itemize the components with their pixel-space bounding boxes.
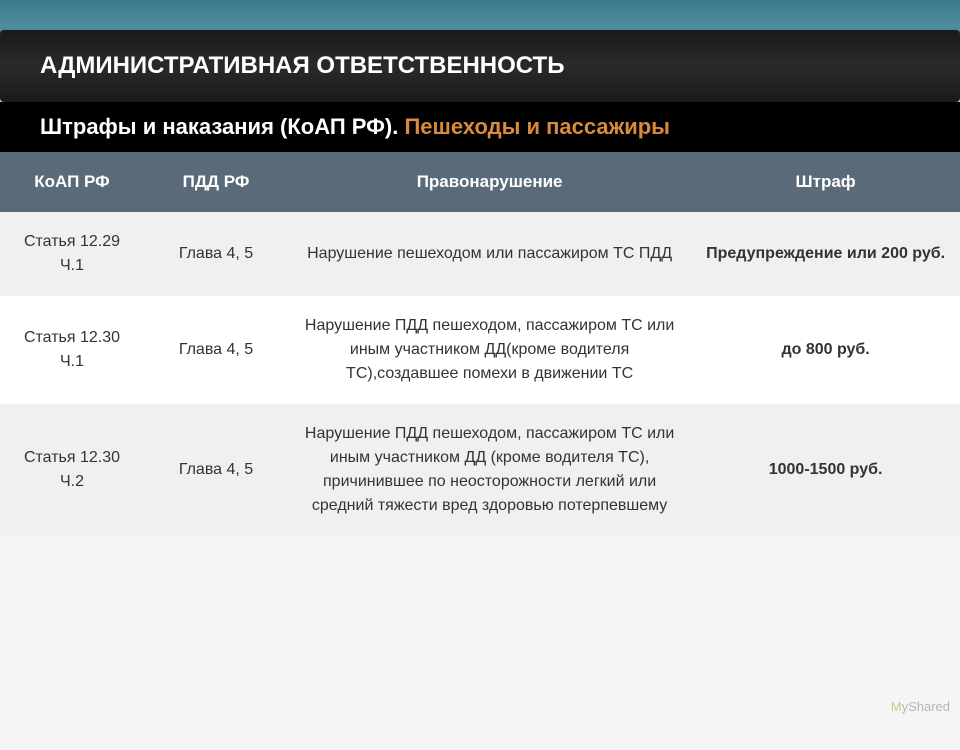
cell-koap: Статья 12.29 Ч.1 [0,212,144,296]
watermark: MyShared [891,699,950,714]
cell-pdd: Глава 4, 5 [144,404,288,536]
subtitle-part1: Штрафы и наказания (КоАП РФ). [40,114,404,139]
cell-violation: Нарушение ПДД пешеходом, пассажиром ТС и… [288,404,691,536]
col-koap: КоАП РФ [0,152,144,212]
col-fine: Штраф [691,152,960,212]
cell-pdd: Глава 4, 5 [144,296,288,404]
cell-koap: Статья 12.30 Ч.2 [0,404,144,536]
table-header-row: КоАП РФ ПДД РФ Правонарушение Штраф [0,152,960,212]
table-row: Статья 12.30 Ч.2 Глава 4, 5 Нарушение ПД… [0,404,960,536]
table-row: Статья 12.30 Ч.1 Глава 4, 5 Нарушение ПД… [0,296,960,404]
page-title: АДМИНИСТРАТИВНАЯ ОТВЕТСТВЕННОСТЬ [40,52,920,80]
header-bar: АДМИНИСТРАТИВНАЯ ОТВЕТСТВЕННОСТЬ [0,30,960,102]
cell-violation: Нарушение пешеходом или пассажиром ТС ПД… [288,212,691,296]
cell-violation: Нарушение ПДД пешеходом, пассажиром ТС и… [288,296,691,404]
cell-fine: Предупреждение или 200 руб. [691,212,960,296]
watermark-rest: yShared [902,699,950,714]
col-violation: Правонарушение [288,152,691,212]
subtitle: Штрафы и наказания (КоАП РФ). Пешеходы и… [0,102,960,152]
fines-table: КоАП РФ ПДД РФ Правонарушение Штраф Стат… [0,152,960,536]
table-row: Статья 12.29 Ч.1 Глава 4, 5 Нарушение пе… [0,212,960,296]
col-pdd: ПДД РФ [144,152,288,212]
cell-koap: Статья 12.30 Ч.1 [0,296,144,404]
cell-fine: 1000-1500 руб. [691,404,960,536]
cell-pdd: Глава 4, 5 [144,212,288,296]
subtitle-part2: Пешеходы и пассажиры [404,114,670,139]
watermark-m: M [891,699,902,714]
cell-fine: до 800 руб. [691,296,960,404]
